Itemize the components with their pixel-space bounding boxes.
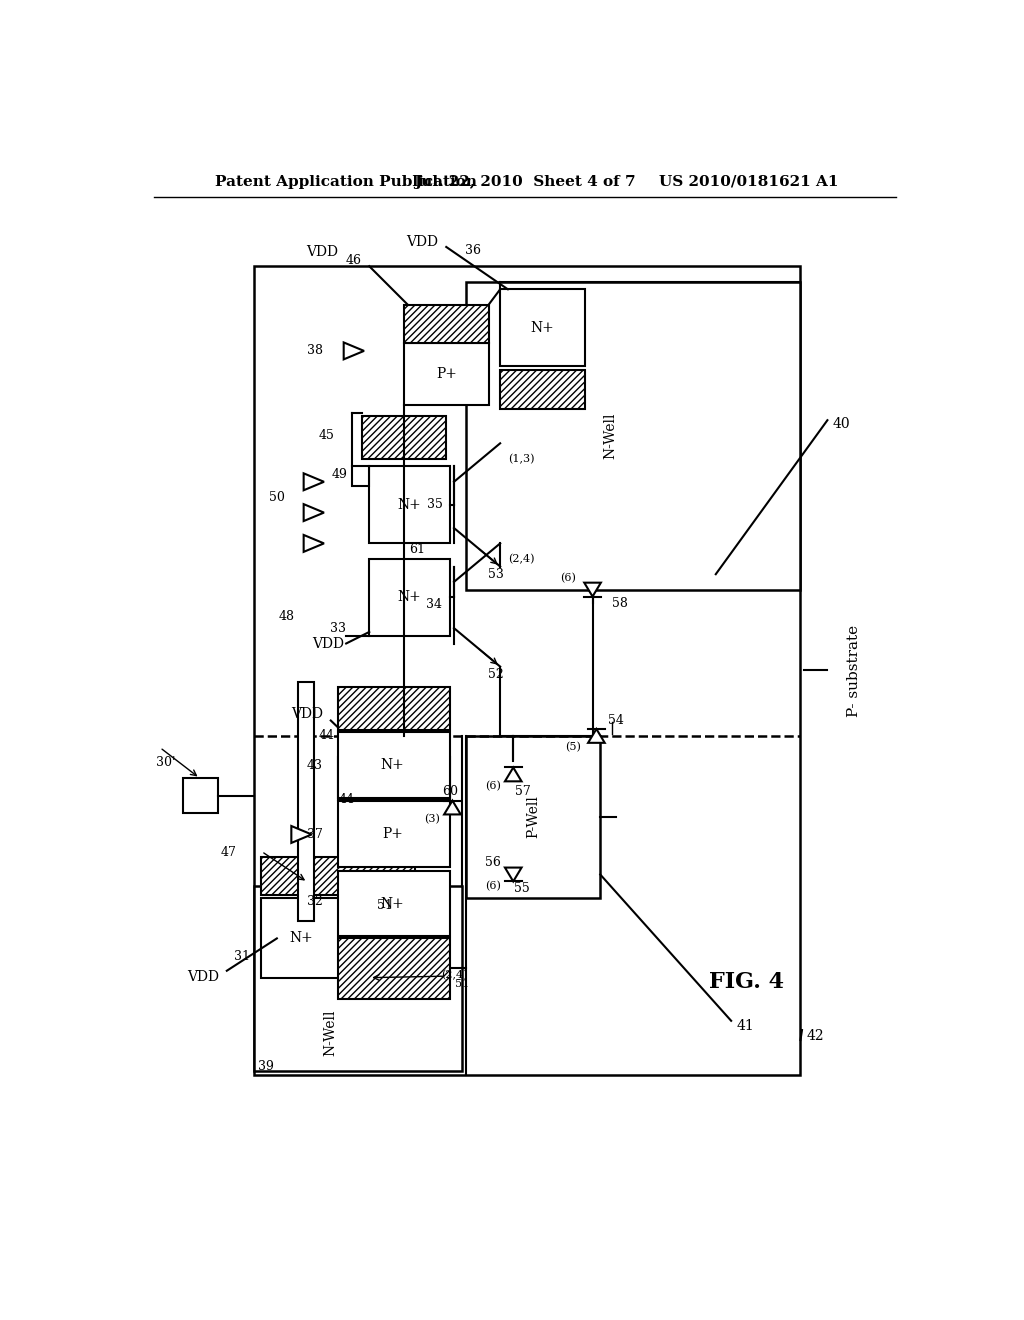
Text: 41: 41 <box>736 1019 755 1034</box>
Text: 48: 48 <box>279 610 295 623</box>
Text: N+: N+ <box>397 590 422 605</box>
Text: 60: 60 <box>442 785 458 797</box>
Text: VDD: VDD <box>187 970 219 983</box>
Bar <box>339 758 451 800</box>
Text: P+: P+ <box>382 828 402 841</box>
Bar <box>352 466 370 486</box>
Polygon shape <box>444 800 461 814</box>
Text: 31: 31 <box>234 950 250 964</box>
Bar <box>261 898 342 978</box>
Text: 56: 56 <box>484 857 501 870</box>
Text: 45: 45 <box>318 429 335 442</box>
Bar <box>254 886 462 1071</box>
Text: 38: 38 <box>307 345 323 358</box>
Bar <box>466 281 801 590</box>
Text: 39: 39 <box>258 1060 273 1073</box>
Text: (5): (5) <box>565 742 582 752</box>
Text: 44: 44 <box>318 730 335 742</box>
Polygon shape <box>505 867 521 882</box>
Text: N+: N+ <box>530 321 554 335</box>
Bar <box>339 871 451 936</box>
Text: N-Well: N-Well <box>603 412 616 459</box>
Bar <box>339 937 451 999</box>
Text: 55: 55 <box>514 882 529 895</box>
Text: Jul. 22, 2010  Sheet 4 of 7: Jul. 22, 2010 Sheet 4 of 7 <box>414 174 636 189</box>
Text: 32: 32 <box>307 895 323 908</box>
Text: 53: 53 <box>488 568 504 581</box>
Text: 52: 52 <box>488 668 504 681</box>
Bar <box>254 267 801 1074</box>
Polygon shape <box>588 729 605 743</box>
Text: 34: 34 <box>426 598 442 611</box>
Text: 30': 30' <box>156 756 175 770</box>
Bar <box>370 466 451 544</box>
Text: VDD: VDD <box>407 235 438 248</box>
Text: N+: N+ <box>381 896 404 911</box>
Text: N+: N+ <box>290 932 313 945</box>
Text: 44: 44 <box>339 792 354 805</box>
Text: 46: 46 <box>345 253 361 267</box>
Text: 58: 58 <box>611 597 628 610</box>
Text: US 2010/0181621 A1: US 2010/0181621 A1 <box>659 174 839 189</box>
Text: 61: 61 <box>410 543 425 556</box>
Text: (1,3): (1,3) <box>508 454 535 463</box>
Polygon shape <box>585 582 601 597</box>
Text: VDD: VDD <box>291 708 323 721</box>
Bar <box>183 779 217 813</box>
Text: (2,4): (2,4) <box>508 553 535 564</box>
Polygon shape <box>292 826 311 843</box>
Text: 33: 33 <box>330 622 346 635</box>
Bar <box>339 688 451 730</box>
Text: P- substrate: P- substrate <box>848 624 861 717</box>
Polygon shape <box>304 504 324 521</box>
Text: (2,4): (2,4) <box>440 969 467 979</box>
Text: (6): (6) <box>485 781 501 791</box>
Text: 36: 36 <box>465 244 481 257</box>
Text: VDD: VDD <box>306 246 339 259</box>
Text: 42: 42 <box>807 1030 824 1043</box>
Text: 40: 40 <box>833 417 850 432</box>
Bar <box>403 305 488 343</box>
Text: 51: 51 <box>377 899 392 912</box>
Text: 43: 43 <box>307 759 323 772</box>
Text: (6): (6) <box>485 880 501 891</box>
Bar <box>339 733 451 797</box>
Text: 49: 49 <box>332 467 348 480</box>
Bar <box>403 343 488 405</box>
Text: VDD: VDD <box>312 636 345 651</box>
Bar <box>261 857 416 895</box>
Polygon shape <box>304 535 324 552</box>
Text: 47: 47 <box>221 846 237 859</box>
Text: N+: N+ <box>397 498 422 512</box>
Text: 35: 35 <box>427 499 442 511</box>
Text: N+: N+ <box>381 758 404 772</box>
Polygon shape <box>344 342 364 359</box>
Text: FIG. 4: FIG. 4 <box>709 972 784 994</box>
Text: (3): (3) <box>425 814 440 824</box>
Text: 37: 37 <box>307 828 323 841</box>
Bar <box>370 558 451 636</box>
Polygon shape <box>505 767 521 781</box>
Polygon shape <box>304 474 324 490</box>
Text: 57: 57 <box>515 785 531 797</box>
Text: (6): (6) <box>560 573 575 583</box>
Text: P+: P+ <box>436 367 457 381</box>
Text: Patent Application Publication: Patent Application Publication <box>215 174 477 189</box>
Text: 50: 50 <box>268 491 285 504</box>
Text: 54: 54 <box>608 714 624 727</box>
Bar <box>500 289 585 367</box>
Bar <box>298 682 313 921</box>
Bar <box>466 737 600 898</box>
Bar <box>361 416 446 459</box>
Bar <box>339 801 451 867</box>
Bar <box>500 370 585 409</box>
Text: P-Well: P-Well <box>526 796 540 838</box>
Text: N-Well: N-Well <box>324 1008 338 1056</box>
Text: 51: 51 <box>455 979 469 989</box>
